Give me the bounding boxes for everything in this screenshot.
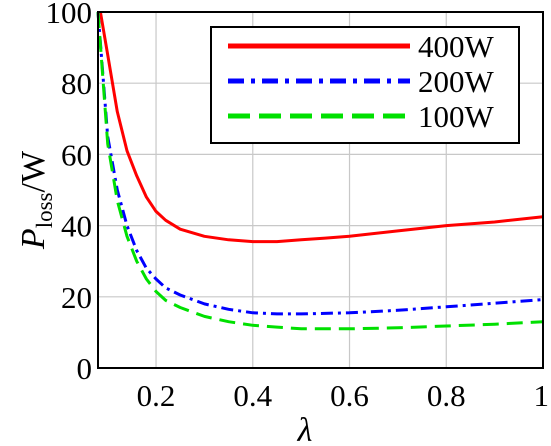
- x-tick-label: 0.2: [137, 378, 176, 413]
- series-lines: [96, 11, 544, 331]
- y-tick-label: 0: [77, 351, 93, 386]
- legend-label-200W: 200W: [418, 64, 495, 99]
- tick-labels: 0.2 0.4 0.6 0.8 1 0 20 40 60 80 100: [46, 0, 550, 413]
- y-axis-title-subscript: loss: [32, 192, 57, 228]
- series-line-100W: [96, 11, 544, 331]
- series-line-200W: [96, 11, 544, 316]
- y-axis-title: Ploss/W: [15, 150, 57, 250]
- legend-label-400W: 400W: [418, 29, 495, 64]
- y-axis-title-symbol: P: [15, 228, 52, 250]
- x-tick-label: 0.6: [330, 378, 369, 413]
- plot-frame: [97, 11, 544, 369]
- series-line-400W: [98, 11, 544, 244]
- y-tick-label: 20: [61, 280, 92, 315]
- y-tick-label: 80: [61, 66, 92, 101]
- x-tick-label: 1: [534, 378, 550, 413]
- y-axis-title-unit: /W: [15, 150, 52, 192]
- legend-label-100W: 100W: [418, 99, 495, 134]
- x-tick-label: 0.4: [233, 378, 272, 413]
- y-tick-label: 60: [61, 137, 92, 172]
- x-tick-label: 0.8: [427, 378, 466, 413]
- y-tick-label: 40: [61, 209, 92, 244]
- y-tick-label: 100: [46, 0, 93, 30]
- x-axis-title: λ: [297, 412, 313, 446]
